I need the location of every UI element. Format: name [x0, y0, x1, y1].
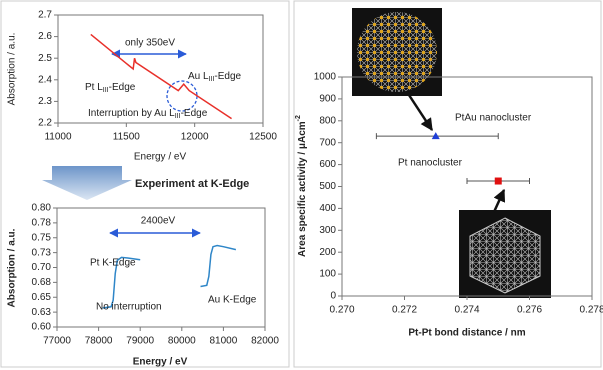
figure: Experiment at K-Edge 2.2 2.3 2.4 2.5 2.6 2.7 1… [0, 0, 603, 370]
annotation-part: Interruption by Au L [88, 108, 175, 119]
y-tick-label: 400 [319, 203, 336, 214]
y-tick-label: 0.80 [32, 203, 52, 214]
annotation: only 350eV [125, 38, 175, 49]
x-tick-label: 12000 [181, 132, 209, 143]
y-tick-label: 0.75 [32, 232, 52, 243]
y-axis-label: Absorption / a.u. [7, 228, 18, 307]
annotation-part: -Edge [109, 82, 136, 93]
annotation-part: -Edge [181, 108, 208, 119]
banner: Experiment at K-Edge [135, 178, 249, 190]
annotation: Interruption by Au LIII-Edge [88, 108, 208, 121]
annotation: Pt LIII-Edge [85, 82, 136, 95]
y-tick-label: 0 [330, 291, 336, 302]
y-tick-label: 0.70 [32, 262, 52, 273]
annotation-part: Au L [188, 71, 209, 82]
line [201, 245, 236, 286]
y-tick-label: 300 [319, 225, 336, 236]
x-axis-label: Energy / eV [134, 152, 187, 163]
y-axis-label: Area specific activity / μAcm-2 [295, 115, 307, 257]
y-tick-label: 2.6 [38, 31, 52, 42]
y-tick-label: 2.3 [38, 96, 52, 107]
annotation-part: Pt L [85, 82, 103, 93]
y-tick-label: 700 [319, 137, 336, 148]
x-axis-label: Energy / eV [133, 357, 188, 368]
x-axis-label: Pt-Pt bond distance / nm [408, 328, 525, 339]
x-tick-label: 80000 [168, 336, 196, 347]
annotation: Au K-Edge [208, 295, 257, 306]
y-tick-label: 800 [319, 115, 336, 126]
x-tick-label: 0.278 [579, 305, 603, 316]
pointer-arrow [494, 190, 504, 212]
x-tick-label: 78000 [85, 336, 113, 347]
annotation: Au LIII-Edge [188, 71, 242, 84]
x-tick-label: 0.276 [517, 305, 542, 316]
x-tick-label: 0.272 [392, 305, 417, 316]
pointer-arrow [407, 92, 432, 130]
x-tick-label: 11500 [113, 132, 141, 143]
x-tick-label: 77000 [43, 336, 71, 347]
y-tick-label: 1000 [314, 72, 337, 83]
x-tick-label: 11000 [44, 132, 72, 143]
point [495, 178, 502, 185]
y-tick-label: 2.5 [38, 53, 52, 64]
y-tick-label: 600 [319, 159, 336, 170]
y-tick-label: 2.2 [38, 118, 52, 129]
x-tick-label: 0.270 [329, 305, 354, 316]
y-tick-label: 900 [319, 94, 336, 105]
x-tick-label: 12500 [249, 132, 277, 143]
annotation: PtAu nanocluster [455, 113, 532, 124]
y-tick-label: 0.60 [32, 322, 52, 333]
y-tick-label: 200 [319, 247, 336, 258]
y-tick-label: 0.68 [32, 277, 52, 288]
y-tick-label: 100 [319, 269, 336, 280]
y-tick-label: 2.4 [38, 74, 52, 85]
x-tick-label: 81000 [209, 336, 237, 347]
y-tick-label: 2.7 [38, 10, 52, 21]
y-axis-label-sup: -2 [295, 115, 302, 121]
y-tick-label: 0.63 [32, 307, 52, 318]
y-tick-label: 0.78 [32, 218, 52, 229]
y-tick-label: 0.65 [32, 292, 52, 303]
x-tick-label: 79000 [126, 336, 154, 347]
y-tick-label: 0.73 [32, 247, 52, 258]
annotation: No interruption [96, 302, 162, 313]
annotation-part: -Edge [214, 71, 241, 82]
x-tick-label: 82000 [251, 336, 279, 347]
y-axis-label-part: Area specific activity / μAcm [297, 121, 308, 257]
y-axis-label: Absorption / a.u. [7, 33, 18, 106]
y-tick-label: 500 [319, 181, 336, 192]
annotation: 2400eV [141, 216, 176, 227]
annotation: Pt K-Edge [90, 258, 136, 269]
x-tick-label: 0.274 [454, 305, 479, 316]
ptau-cluster [357, 12, 437, 92]
banner-arrow [42, 166, 132, 200]
annotation: Pt nanocluster [398, 158, 463, 169]
